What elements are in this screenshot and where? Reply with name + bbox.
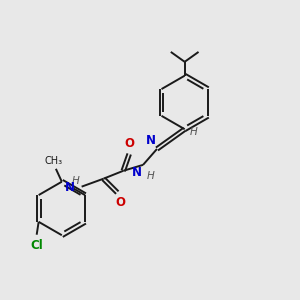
Text: H: H: [72, 176, 80, 186]
Text: CH₃: CH₃: [45, 156, 63, 166]
Text: N: N: [65, 181, 75, 194]
Text: H: H: [147, 171, 155, 181]
Text: H: H: [190, 127, 197, 137]
Text: N: N: [132, 166, 142, 179]
Text: N: N: [146, 134, 156, 147]
Text: Cl: Cl: [30, 239, 43, 252]
Text: O: O: [124, 137, 134, 150]
Text: O: O: [115, 196, 125, 208]
